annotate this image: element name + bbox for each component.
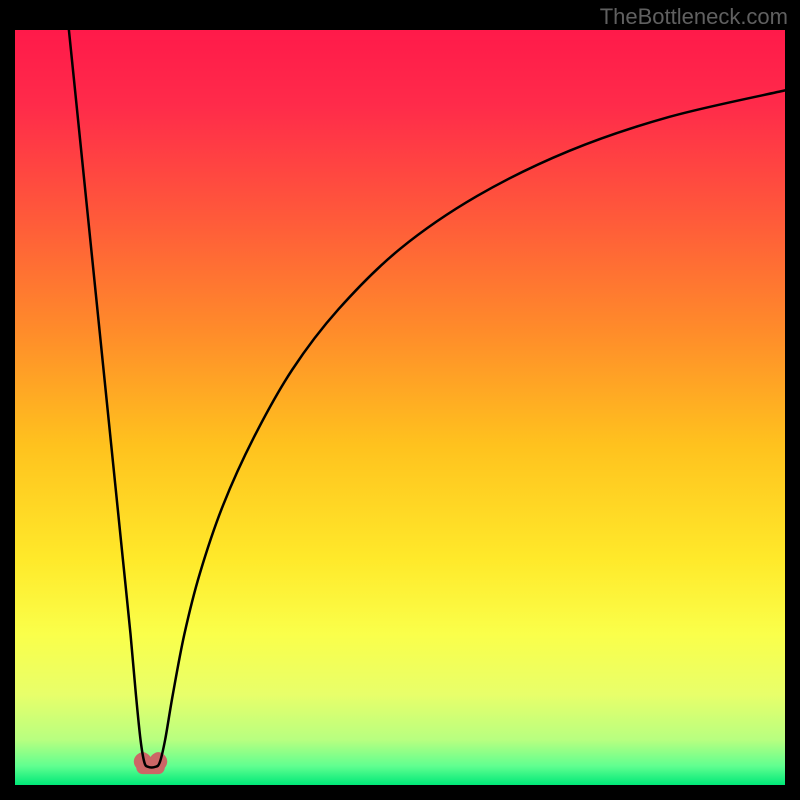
plot-background bbox=[15, 30, 785, 785]
watermark-label: TheBottleneck.com bbox=[600, 4, 788, 30]
bottleneck-chart bbox=[0, 0, 800, 800]
chart-container: TheBottleneck.com bbox=[0, 0, 800, 800]
